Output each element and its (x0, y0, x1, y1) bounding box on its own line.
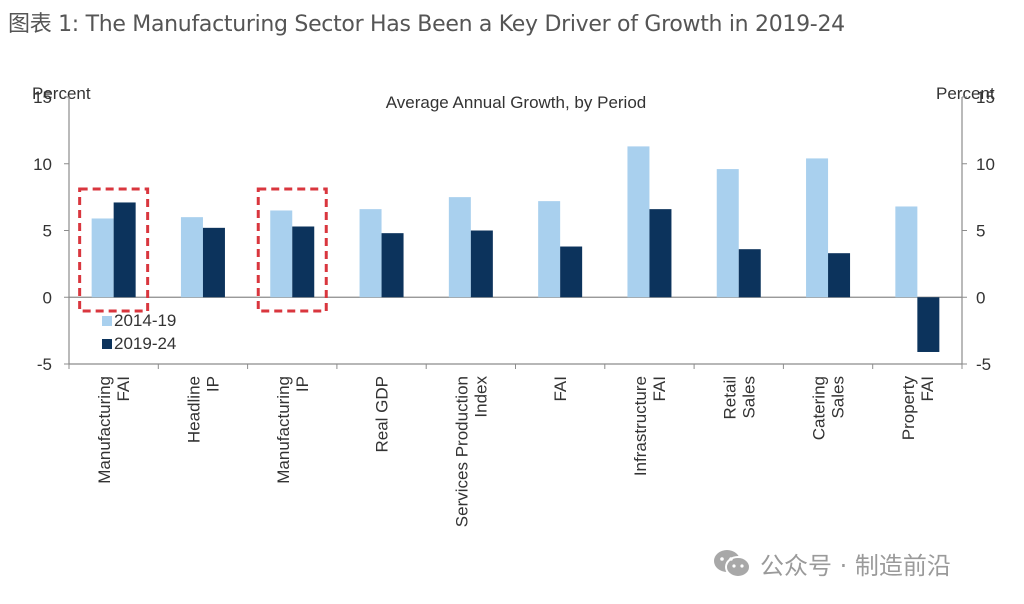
bar-2014-19 (627, 146, 650, 298)
y-tick-label-left: 5 (43, 222, 52, 241)
bar-2014-19 (270, 210, 293, 298)
y-tick-label-right: 5 (976, 222, 985, 241)
watermark-text: 公众号 · 制造前沿 (760, 552, 951, 580)
wechat-icon (714, 549, 751, 578)
legend-label: 2019-24 (114, 334, 176, 353)
bar-2014-19 (359, 209, 382, 298)
x-tick-label: FAI (114, 376, 133, 402)
legend: 2014-19 2019-24 (102, 311, 176, 353)
bar-2019-24 (649, 209, 672, 298)
axes-group: -5 -5 0 0 5 5 10 10 15 15 (33, 88, 995, 374)
x-tick-label: FAI (551, 376, 570, 402)
bar-2019-24 (828, 253, 851, 298)
bar-2019-24 (738, 249, 761, 298)
x-tick-labels: Manufacturing FAI Headline IP Manufacturing I… (95, 376, 937, 528)
x-tick-label: Retail (720, 376, 739, 419)
x-tick-label: Catering (810, 376, 829, 440)
x-tick-label: Real GDP (373, 376, 392, 453)
y-tick-label-right: 0 (976, 288, 985, 307)
bar-2019-24 (202, 227, 225, 298)
figure-title: 图表 1: The Manufacturing Sector Has Been … (8, 12, 845, 37)
bar-2014-19 (91, 218, 114, 298)
y-tick-label-right: 10 (976, 155, 995, 174)
y-tick-label-left: -5 (37, 355, 52, 374)
bar-2019-24 (917, 297, 940, 352)
y-tick-label-left: 0 (43, 288, 52, 307)
highlight-box (78, 187, 150, 313)
y-tick-label-left: 10 (33, 155, 52, 174)
legend-swatch-2014-19 (102, 316, 112, 326)
bar-2014-19 (806, 158, 829, 298)
bar-2014-19 (538, 201, 561, 298)
x-tick-label: FAI (650, 376, 669, 402)
x-tick-label: IP (203, 376, 222, 392)
y-axis-label-left: Percent (32, 84, 91, 103)
x-tick-label: Sales (829, 376, 848, 419)
bar-2019-24 (560, 246, 583, 298)
y-axis-label-right: Percent (936, 84, 995, 103)
y-tick-label-right: -5 (976, 355, 991, 374)
bar-2014-19 (180, 217, 203, 298)
x-tick-label: Property (899, 376, 918, 441)
bar-2019-24 (381, 233, 404, 298)
bar-2014-19 (895, 206, 918, 298)
x-tick-label: Infrastructure (631, 376, 650, 476)
bars-group (91, 146, 940, 352)
bar-2014-19 (448, 197, 471, 298)
x-tick-label: IP (293, 376, 312, 392)
x-tick-label: Manufacturing (95, 376, 114, 484)
bar-2019-24 (470, 230, 493, 298)
bar-2019-24 (113, 202, 136, 298)
y-tick-label-right: 15 (976, 88, 995, 107)
chart-title: Average Annual Growth, by Period (386, 93, 647, 112)
x-tick-label: Sales (739, 376, 758, 419)
x-tick-label: Manufacturing (274, 376, 293, 484)
highlight-boxes (78, 187, 328, 313)
highlight-box (256, 187, 328, 313)
legend-swatch-2019-24 (102, 339, 112, 349)
x-tick-label: Index (471, 376, 490, 418)
x-tick-label: Services Production (452, 376, 471, 527)
x-tick-label: FAI (918, 376, 937, 402)
bar-2014-19 (716, 169, 739, 298)
x-tick-label: Headline (184, 376, 203, 443)
y-tick-label-left: 15 (33, 88, 52, 107)
bar-2019-24 (292, 226, 315, 298)
watermark: 公众号 · 制造前沿 (712, 546, 951, 581)
legend-label: 2014-19 (114, 311, 176, 330)
